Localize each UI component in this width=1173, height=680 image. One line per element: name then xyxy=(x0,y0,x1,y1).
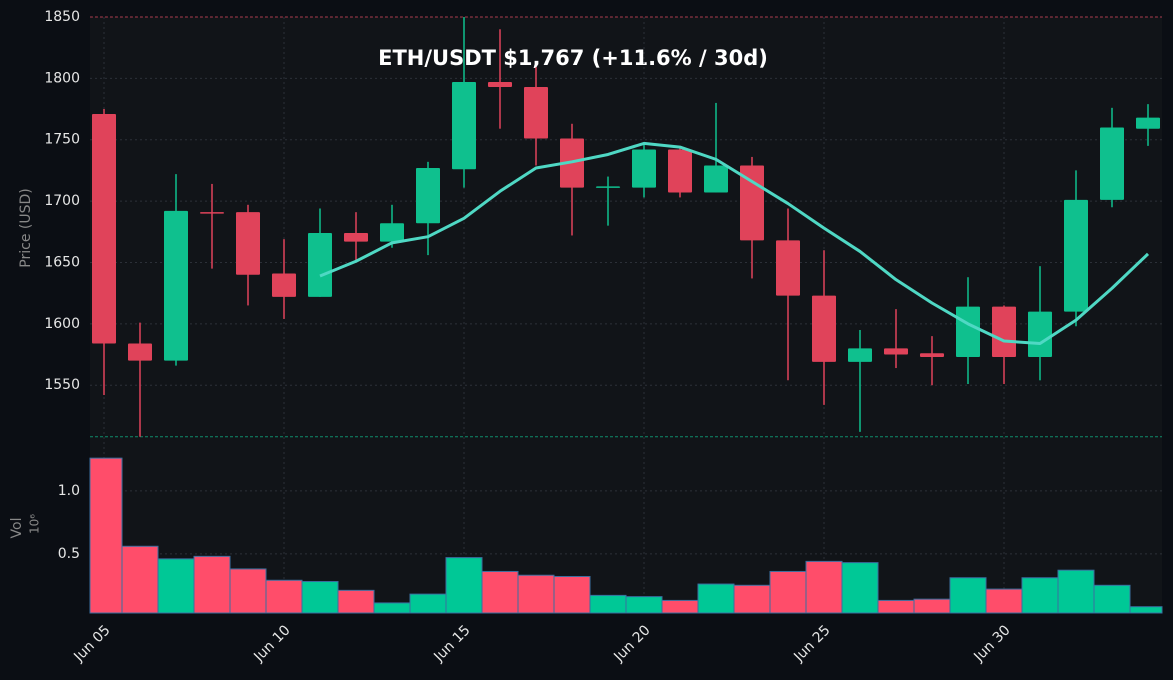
volume-bar xyxy=(1021,577,1059,614)
candle-body xyxy=(452,82,476,170)
y-tick-label: 1550 xyxy=(44,377,80,393)
volume-axis-label: Vol xyxy=(9,518,25,539)
x-tick-label: Jun 15 xyxy=(430,622,473,665)
candle-body xyxy=(92,113,116,344)
moving-average-line xyxy=(319,141,1150,345)
y-tick-label: 1600 xyxy=(44,316,80,332)
candle-body xyxy=(632,149,656,188)
candle-body xyxy=(128,343,152,361)
volume-bar xyxy=(265,579,303,614)
candle-body xyxy=(344,233,368,242)
y-tick-label: 1800 xyxy=(44,70,80,86)
volume-bar xyxy=(409,593,447,614)
candle-body xyxy=(1136,117,1160,129)
candle-body xyxy=(668,149,692,193)
volume-bar xyxy=(949,577,987,614)
candle-body xyxy=(416,167,440,224)
volume-bar xyxy=(841,562,879,614)
volume-tick-label: 0.5 xyxy=(58,546,80,562)
candle-body xyxy=(992,306,1016,357)
y-tick-label: 1650 xyxy=(44,254,80,270)
candle-body xyxy=(956,306,980,357)
volume-bar xyxy=(1129,606,1163,614)
candle-body xyxy=(812,295,836,362)
candle-body xyxy=(848,348,872,362)
volume-bar xyxy=(337,589,375,614)
candle-body xyxy=(272,273,296,297)
volume-bar xyxy=(661,599,699,614)
candle-body xyxy=(1064,199,1088,312)
volume-tick-label: 1.0 xyxy=(58,483,80,499)
y-tick-label: 1850 xyxy=(44,9,80,25)
y-tick-label: 1700 xyxy=(44,193,80,209)
x-tick-label: Jun 10 xyxy=(250,622,293,665)
candle-body xyxy=(236,212,260,275)
candle-body xyxy=(704,165,728,193)
volume-bar xyxy=(985,588,1023,614)
x-tick-label: Jun 25 xyxy=(790,622,833,665)
volume-bar xyxy=(89,457,123,614)
candle-body xyxy=(776,240,800,296)
candle-body xyxy=(200,212,224,214)
candle-body xyxy=(488,82,512,87)
candle-body xyxy=(884,348,908,355)
candle-body xyxy=(596,186,620,188)
candle-body xyxy=(308,233,332,297)
volume-bar xyxy=(193,555,231,614)
x-tick-label: Jun 30 xyxy=(970,622,1013,665)
x-tick-label: Jun 20 xyxy=(610,622,653,665)
candle-body xyxy=(1028,311,1052,357)
volume-bar xyxy=(373,602,411,614)
volume-bar xyxy=(769,570,807,614)
y-axis-label: Price (USD) xyxy=(18,188,34,267)
volume-bar xyxy=(913,598,951,614)
x-tick-label: Jun 05 xyxy=(70,622,113,665)
volume-bar xyxy=(517,574,555,614)
chart-title: ETH/USDT $1,767 (+11.6% / 30d) xyxy=(378,46,768,70)
volume-bar xyxy=(877,599,915,614)
volume-bar xyxy=(625,596,663,614)
volume-bar xyxy=(589,594,627,614)
volume-bar xyxy=(697,583,735,614)
candle-body xyxy=(920,353,944,357)
volume-bar xyxy=(553,575,591,614)
volume-bar xyxy=(229,568,267,614)
volume-bar xyxy=(121,545,159,614)
volume-bar xyxy=(301,581,339,614)
volume-bar xyxy=(1057,569,1095,614)
volume-bar xyxy=(1093,584,1131,614)
volume-bar xyxy=(481,570,519,614)
volume-bar xyxy=(445,557,483,614)
volume-multiplier: 10⁶ xyxy=(28,514,42,534)
y-tick-label: 1750 xyxy=(44,132,80,148)
candle-body xyxy=(524,86,548,139)
plot-background xyxy=(90,17,1162,613)
volume-bar xyxy=(805,560,843,614)
candle-body xyxy=(380,223,404,242)
volume-bar xyxy=(157,558,195,614)
volume-bar xyxy=(733,584,771,614)
candle-body xyxy=(1100,127,1124,200)
candle-body xyxy=(164,210,188,361)
